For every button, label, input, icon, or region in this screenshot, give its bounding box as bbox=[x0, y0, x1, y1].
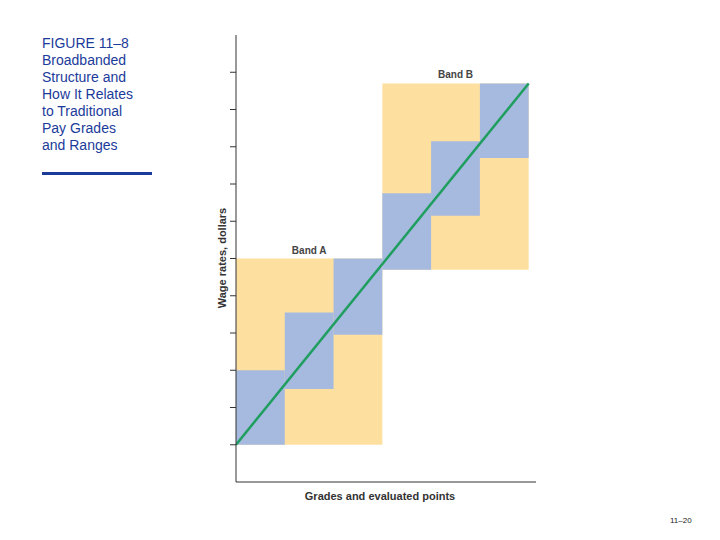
html-text:11–20: 11–20 bbox=[670, 516, 692, 525]
svg-text:Band A: Band A bbox=[292, 245, 327, 256]
svg-text:Band B: Band B bbox=[438, 69, 473, 80]
html-text:FIGURE 11–8 Broadbanded Struct: FIGURE 11–8 Broadbanded Structure and Ho… bbox=[42, 35, 133, 153]
html-text:Grades and evaluated points: Grades and evaluated points bbox=[304, 490, 456, 502]
html-text:Wage rates, dollars: Wage rates, dollars bbox=[216, 207, 228, 309]
